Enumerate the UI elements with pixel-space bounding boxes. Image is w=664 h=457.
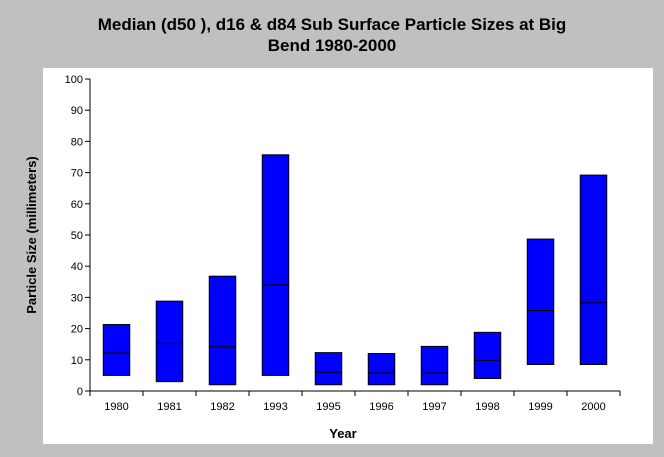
y-tick-label: 0 (77, 386, 83, 398)
range-bar-1996 (367, 353, 396, 386)
x-tick-label: 2000 (581, 401, 605, 413)
y-axis-title: Particle Size (millimeters) (24, 156, 39, 314)
range-bar-1981 (155, 300, 184, 383)
chart-title-line-1: Median (d50 ), d16 & d84 Sub Surface Par… (97, 15, 567, 34)
y-tick-label: 80 (71, 136, 83, 148)
y-tick-label: 10 (71, 355, 83, 367)
range-bar-1980 (102, 324, 131, 376)
y-axis: 0 10 20 30 40 50 60 70 80 90 100 (65, 74, 91, 398)
range-bar-1999 (526, 238, 555, 365)
range-bar-1995 (314, 352, 343, 386)
x-tick-label: 1980 (104, 401, 128, 413)
y-tick-label: 90 (71, 105, 83, 117)
y-tick-label: 50 (71, 230, 83, 242)
range-bar-1982 (208, 275, 237, 386)
x-tick-label: 1998 (475, 401, 499, 413)
x-axis-title: Year (329, 426, 356, 441)
y-tick-label: 20 (71, 324, 83, 336)
range-bar-1997 (420, 345, 449, 386)
range-bar-2000 (579, 174, 608, 365)
range-bar-1998 (473, 331, 502, 380)
x-tick-label: 1995 (316, 401, 340, 413)
y-tick-label: 40 (71, 261, 83, 273)
x-tick-label: 1993 (263, 401, 287, 413)
chart-title-line-2: Bend 1980-2000 (267, 36, 397, 55)
x-tick-label: 1981 (157, 401, 181, 413)
range-bar-1993 (261, 154, 290, 376)
chart-title: Median (d50 ), d16 & d84 Sub Surface Par… (0, 14, 664, 56)
y-tick-label: 30 (71, 292, 83, 304)
y-tick-label: 100 (65, 74, 83, 86)
plot-area (43, 68, 653, 444)
x-tick-label: 1982 (210, 401, 234, 413)
y-tick-label: 60 (71, 199, 83, 211)
y-tick-label: 70 (71, 168, 83, 180)
x-tick-label: 1996 (369, 401, 393, 413)
x-tick-label: 1997 (422, 401, 446, 413)
bars-group (102, 154, 608, 386)
x-axis: 1980 1981 1982 1993 1995 1996 1997 1998 1999 2000 (89, 390, 621, 413)
x-tick-label: 1999 (528, 401, 552, 413)
